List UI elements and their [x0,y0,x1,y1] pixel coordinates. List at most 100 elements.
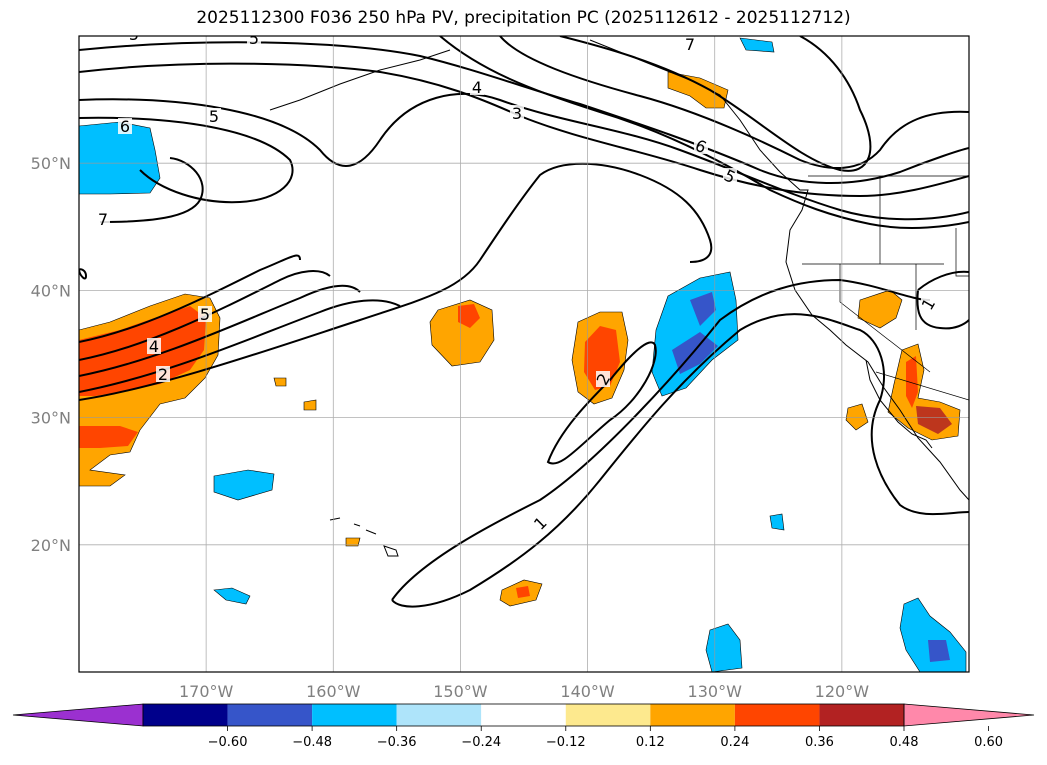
colorbar-segment-5 [565,704,651,726]
contour-label-bg-0 [533,515,547,531]
precip-negative-small [769,513,785,531]
contour-label-7: 5 [200,305,210,324]
colorbar-segment-1 [227,704,313,726]
contour-label-8: 5 [209,107,219,126]
contour-7 [99,157,204,223]
lon-tick-label-0: 170°W [179,682,234,701]
precip-negative-south-2 [213,587,251,605]
lon-tick-label-1: 160°W [306,682,361,701]
contour-label-bg-15 [127,36,141,42]
contour-ring-west [79,268,88,280]
contour-label-15: 5 [129,25,139,44]
contour-label-bg-8 [207,108,221,124]
contour-label-bg-2 [596,371,610,387]
contour-upper-3 [79,62,969,198]
coastlines [269,39,969,557]
lon-tick-label-3: 140°W [560,682,615,701]
precip-strong-central [458,304,480,328]
contour-label-10: 6 [120,117,130,136]
precip-negative-south-1 [213,469,275,501]
contour-upper-4 [79,41,969,185]
lon-tick-labels: 170°W 160°W 150°W 140°W 130°W 120°W [179,682,869,701]
contour-label-bg-13 [683,36,697,52]
contour-label-3: 2 [158,365,168,384]
precip-negative-alaska [739,37,775,53]
colorbar-tick-label-8: 0.48 [890,735,919,750]
contour-east-loop [916,270,969,330]
colorbar-tick-label-1: −0.48 [292,735,332,750]
colorbar-segment-4 [481,704,566,726]
precip-negative-132w [651,271,739,397]
colorbar-tick-label-5: 0.12 [636,735,665,750]
colorbar-tick-label-3: −0.24 [461,735,501,750]
colorbar-segment-8 [819,704,904,726]
contour-upper-1 [79,92,969,221]
lat-tick-label-1: 40°N [31,281,71,300]
lon-tick-label-2: 150°W [433,682,488,701]
colorbar-tick-label-9: 0.60 [974,735,1003,750]
lat-tick-label-2: 30°N [31,409,71,428]
map-frame [78,35,970,673]
precip-negative-southeast-2 [899,597,967,672]
colorbar-segment-3 [396,704,482,726]
precip-shading [79,37,967,672]
lat-tick-label-3: 20°N [31,536,71,555]
border-states [802,176,969,373]
precip-strong-negative-132w [690,292,716,326]
lat-tick-label-0: 50°N [31,154,71,173]
contour-label-bg-9 [723,168,737,184]
contour-label-bg-14 [247,36,261,46]
colorbar-tick-label-2: −0.36 [377,735,417,750]
precip-strong-baja-2 [916,406,952,434]
contour-upper-6 [559,36,872,172]
lon-tick-label-5: 120°W [815,682,870,701]
colorbar-extend-high [903,703,1035,727]
contour-label-5: 4 [149,337,159,356]
colorbar-segment-0 [143,704,228,726]
colorbar-tick-label-6: 0.24 [720,735,749,750]
contour-label-13: 7 [685,35,695,54]
contour-upper-2 [79,116,294,204]
precip-strong-140w [584,326,620,390]
contour-label-bg-6 [470,79,484,95]
precip-positive-small-3 [345,537,361,547]
contour-label-4: 3 [512,104,522,123]
contour-label-bg-10 [118,118,132,134]
contour-upper-7 [439,36,969,229]
contour-label-bg-1 [921,296,935,312]
contour-3-trough [79,162,713,401]
coastline-hawaii [329,517,399,557]
contour-inner-west [79,254,401,393]
precip-positive-small-2 [303,399,317,411]
coastline-baja [865,359,933,449]
map-title: 2025112300 F036 250 hPa PV, precipitatio… [196,8,851,28]
contour-label-bg-11 [694,138,708,154]
lon-tick-label-4: 130°W [688,682,743,701]
colorbar: −0.60 −0.48 −0.36 −0.24 −0.12 0.12 0.24 0.36 0.4… [12,703,1035,750]
colorbar-extend-low [12,703,144,727]
contour-label-6: 4 [472,78,482,97]
precip-strong-south [516,586,530,598]
colorbar-segment-7 [734,704,820,726]
contour-label-bg-5 [147,338,161,354]
contour-label-bg-12 [96,211,110,227]
map-background [79,36,969,672]
colorbar-tick-label-7: 0.36 [805,735,834,750]
contour-label-bg-7 [198,306,212,322]
lat-tick-labels: 50°N 40°N 30°N 20°N [31,154,71,555]
contour-label-bg-3 [156,366,170,382]
border-us-mexico [875,371,969,401]
colorbar-tick-label-0: −0.60 [208,735,248,750]
colorbar-frame [142,703,905,727]
precip-positive-small [273,377,287,387]
colorbar-segment-6 [650,704,735,726]
contour-label-bg-4 [510,105,524,121]
contour-1-large [391,278,969,608]
contour-2-loop [546,341,657,465]
precip-strong-negative-southeast [928,640,950,662]
coastline-north-america [589,39,969,501]
pv-contours [79,36,969,608]
